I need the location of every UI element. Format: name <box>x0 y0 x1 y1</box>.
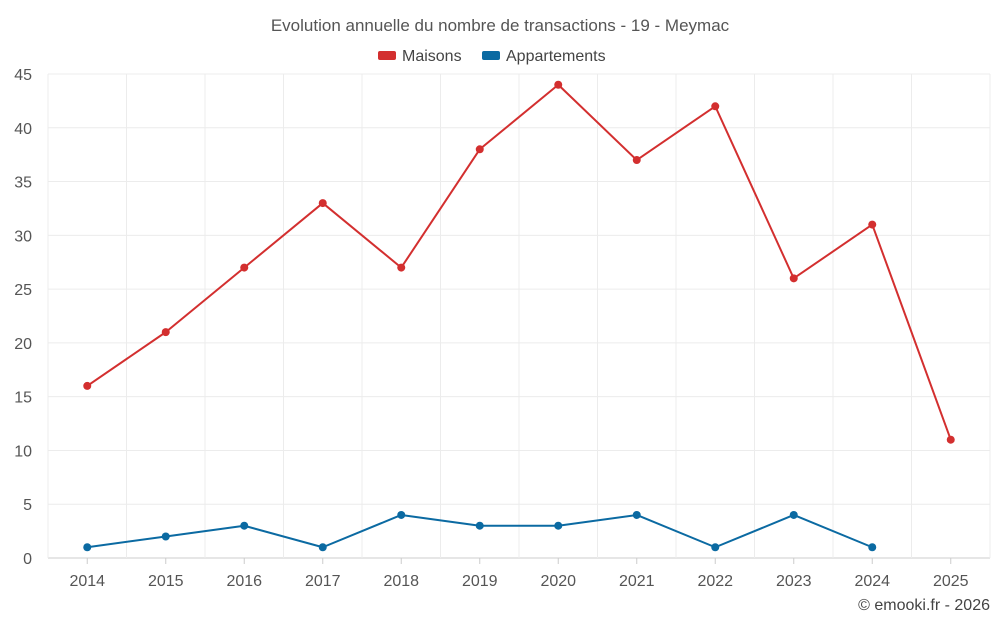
series-line-maisons <box>86 83 952 441</box>
y-tick-label: 25 <box>14 282 32 299</box>
y-tick-label: 30 <box>14 228 32 245</box>
data-point-maisons <box>161 328 170 337</box>
data-point-appartements <box>240 521 249 530</box>
x-tick-label: 2022 <box>697 573 733 590</box>
y-tick-label: 5 <box>23 497 32 514</box>
y-tick-label: 10 <box>14 443 32 460</box>
x-tick-label: 2021 <box>619 573 655 590</box>
grid <box>47 73 991 559</box>
data-point-maisons <box>83 381 92 390</box>
data-point-maisons <box>632 156 641 165</box>
y-tick-label: 45 <box>14 67 32 84</box>
x-tick-label: 2017 <box>305 573 341 590</box>
data-point-maisons <box>946 435 955 444</box>
data-point-appartements <box>868 543 877 552</box>
x-tick-label: 2018 <box>383 573 419 590</box>
data-point-appartements <box>789 510 798 519</box>
data-point-maisons <box>789 274 798 283</box>
data-point-maisons <box>475 145 484 154</box>
data-point-maisons <box>711 102 720 111</box>
series-layer <box>83 80 955 552</box>
chart-title: Evolution annuelle du nombre de transact… <box>271 16 730 35</box>
data-point-maisons <box>397 263 406 272</box>
data-point-appartements <box>83 543 92 552</box>
y-tick-label: 15 <box>14 390 32 407</box>
legend-swatch-maisons <box>378 51 396 60</box>
x-tick-label: 2014 <box>69 573 105 590</box>
x-tick-label: 2019 <box>462 573 498 590</box>
data-point-maisons <box>240 263 249 272</box>
data-point-maisons <box>868 220 877 229</box>
x-tick-label: 2020 <box>540 573 576 590</box>
data-point-appartements <box>711 543 720 552</box>
y-tick-label: 40 <box>14 121 32 138</box>
x-tick-label: 2025 <box>933 573 969 590</box>
data-point-appartements <box>632 510 641 519</box>
y-tick-label: 20 <box>14 336 32 353</box>
data-point-maisons <box>318 199 327 208</box>
legend-label-maisons: Maisons <box>402 48 462 65</box>
copyright-text: © emooki.fr - 2026 <box>858 597 990 614</box>
x-tick-label: 2016 <box>226 573 262 590</box>
data-point-appartements <box>475 521 484 530</box>
y-tick-label: 0 <box>23 551 32 568</box>
data-point-maisons <box>554 80 563 89</box>
data-point-appartements <box>397 510 406 519</box>
x-tick-label: 2015 <box>148 573 184 590</box>
data-point-appartements <box>318 543 327 552</box>
x-tick-label: 2024 <box>854 573 890 590</box>
y-tick-label: 35 <box>14 175 32 192</box>
legend-label-appartements: Appartements <box>506 48 606 65</box>
data-point-appartements <box>554 521 563 530</box>
legend: Maisons Appartements <box>378 48 606 65</box>
legend-swatch-appartements <box>482 51 500 60</box>
data-point-appartements <box>161 532 170 541</box>
x-tick-label: 2023 <box>776 573 812 590</box>
